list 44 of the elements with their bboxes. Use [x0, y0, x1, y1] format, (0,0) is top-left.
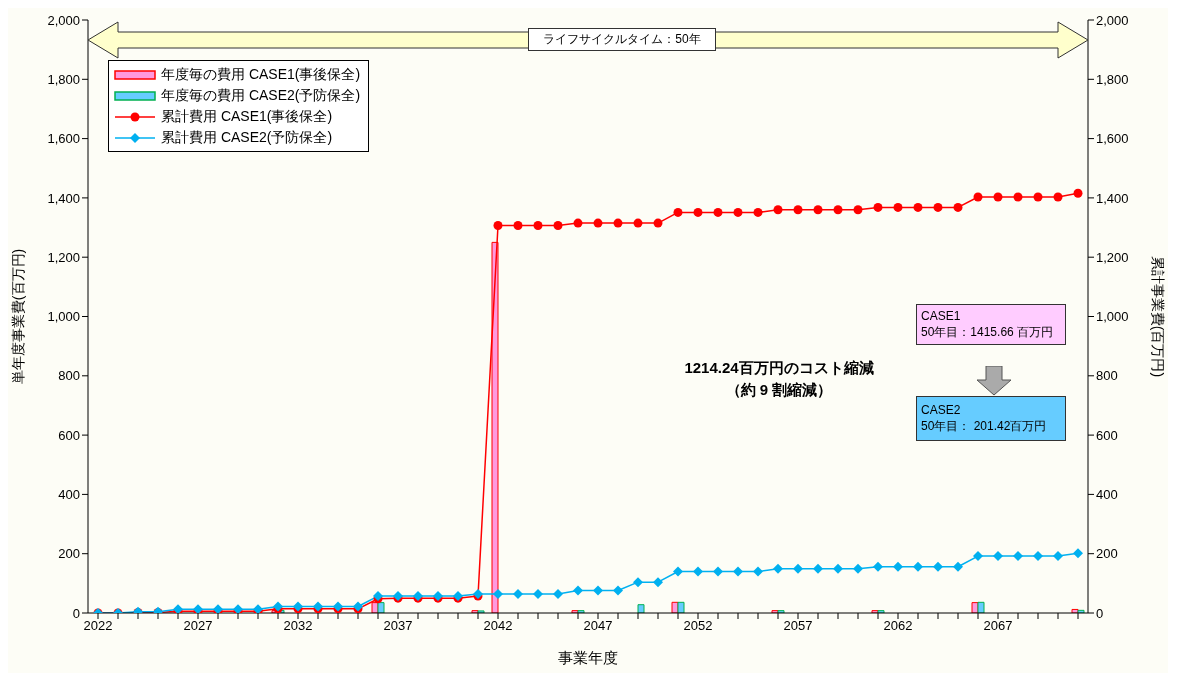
- x-tick-label: 2067: [983, 618, 1013, 634]
- x-tick-label: 2047: [583, 618, 613, 634]
- y-tick-label: 800: [58, 368, 80, 384]
- y-tick-label: 1,600: [47, 131, 80, 147]
- annotation: CASE1 50年目：1415.66 百万円: [916, 304, 1066, 346]
- y2-tick-label: 2,000: [1096, 12, 1129, 28]
- y2-tick-label: 0: [1096, 605, 1104, 621]
- annotation: CASE2 50年目： 201.42百万円: [916, 396, 1066, 442]
- x-tick-label: 2022: [83, 618, 113, 634]
- annotation: 1214.24百万円のコスト縮減: [683, 358, 875, 378]
- x-tick-label: 2037: [383, 618, 413, 634]
- y-tick-label: 1,000: [47, 309, 80, 325]
- y2-tick-label: 1,400: [1096, 190, 1129, 206]
- y-axis-title: 単年度事業費(百万円): [9, 248, 26, 385]
- y-tick-label: 400: [58, 487, 80, 503]
- legend-label: 累計費用 CASE1(事後保全): [161, 107, 333, 126]
- legend-label: 年度毎の費用 CASE1(事後保全): [161, 65, 361, 84]
- y-tick-label: 200: [58, 546, 80, 562]
- x-tick-label: 2027: [183, 618, 213, 634]
- y2-tick-label: 1,000: [1096, 309, 1129, 325]
- y-tick-label: 1,400: [47, 190, 80, 206]
- y2-tick-label: 400: [1096, 487, 1118, 503]
- y2-axis-title: 累計事業費(百万円): [1150, 255, 1167, 378]
- y2-tick-label: 1,800: [1096, 71, 1129, 87]
- y-tick-label: 600: [58, 427, 80, 443]
- x-tick-label: 2052: [683, 618, 713, 634]
- y-tick-label: 1,200: [47, 249, 80, 265]
- y2-tick-label: 600: [1096, 427, 1118, 443]
- y-tick-label: 1,800: [47, 71, 80, 87]
- y2-tick-label: 200: [1096, 546, 1118, 562]
- y-tick-label: 0: [72, 605, 80, 621]
- y-tick-label: 2,000: [47, 12, 80, 28]
- x-tick-label: 2032: [283, 618, 313, 634]
- annotation: ライフサイクルタイム：50年: [528, 28, 716, 51]
- legend-label: 累計費用 CASE2(予防保全): [161, 128, 333, 147]
- x-axis-title: 事業年度: [558, 649, 618, 666]
- y2-tick-label: 1,200: [1096, 249, 1129, 265]
- x-tick-label: 2057: [783, 618, 813, 634]
- y2-tick-label: 1,600: [1096, 131, 1129, 147]
- y2-tick-label: 800: [1096, 368, 1118, 384]
- annotation: （約 9 割縮減）: [724, 380, 834, 400]
- x-tick-label: 2042: [483, 618, 513, 634]
- legend-label: 年度毎の費用 CASE2(予防保全): [161, 86, 361, 105]
- x-tick-label: 2062: [883, 618, 913, 634]
